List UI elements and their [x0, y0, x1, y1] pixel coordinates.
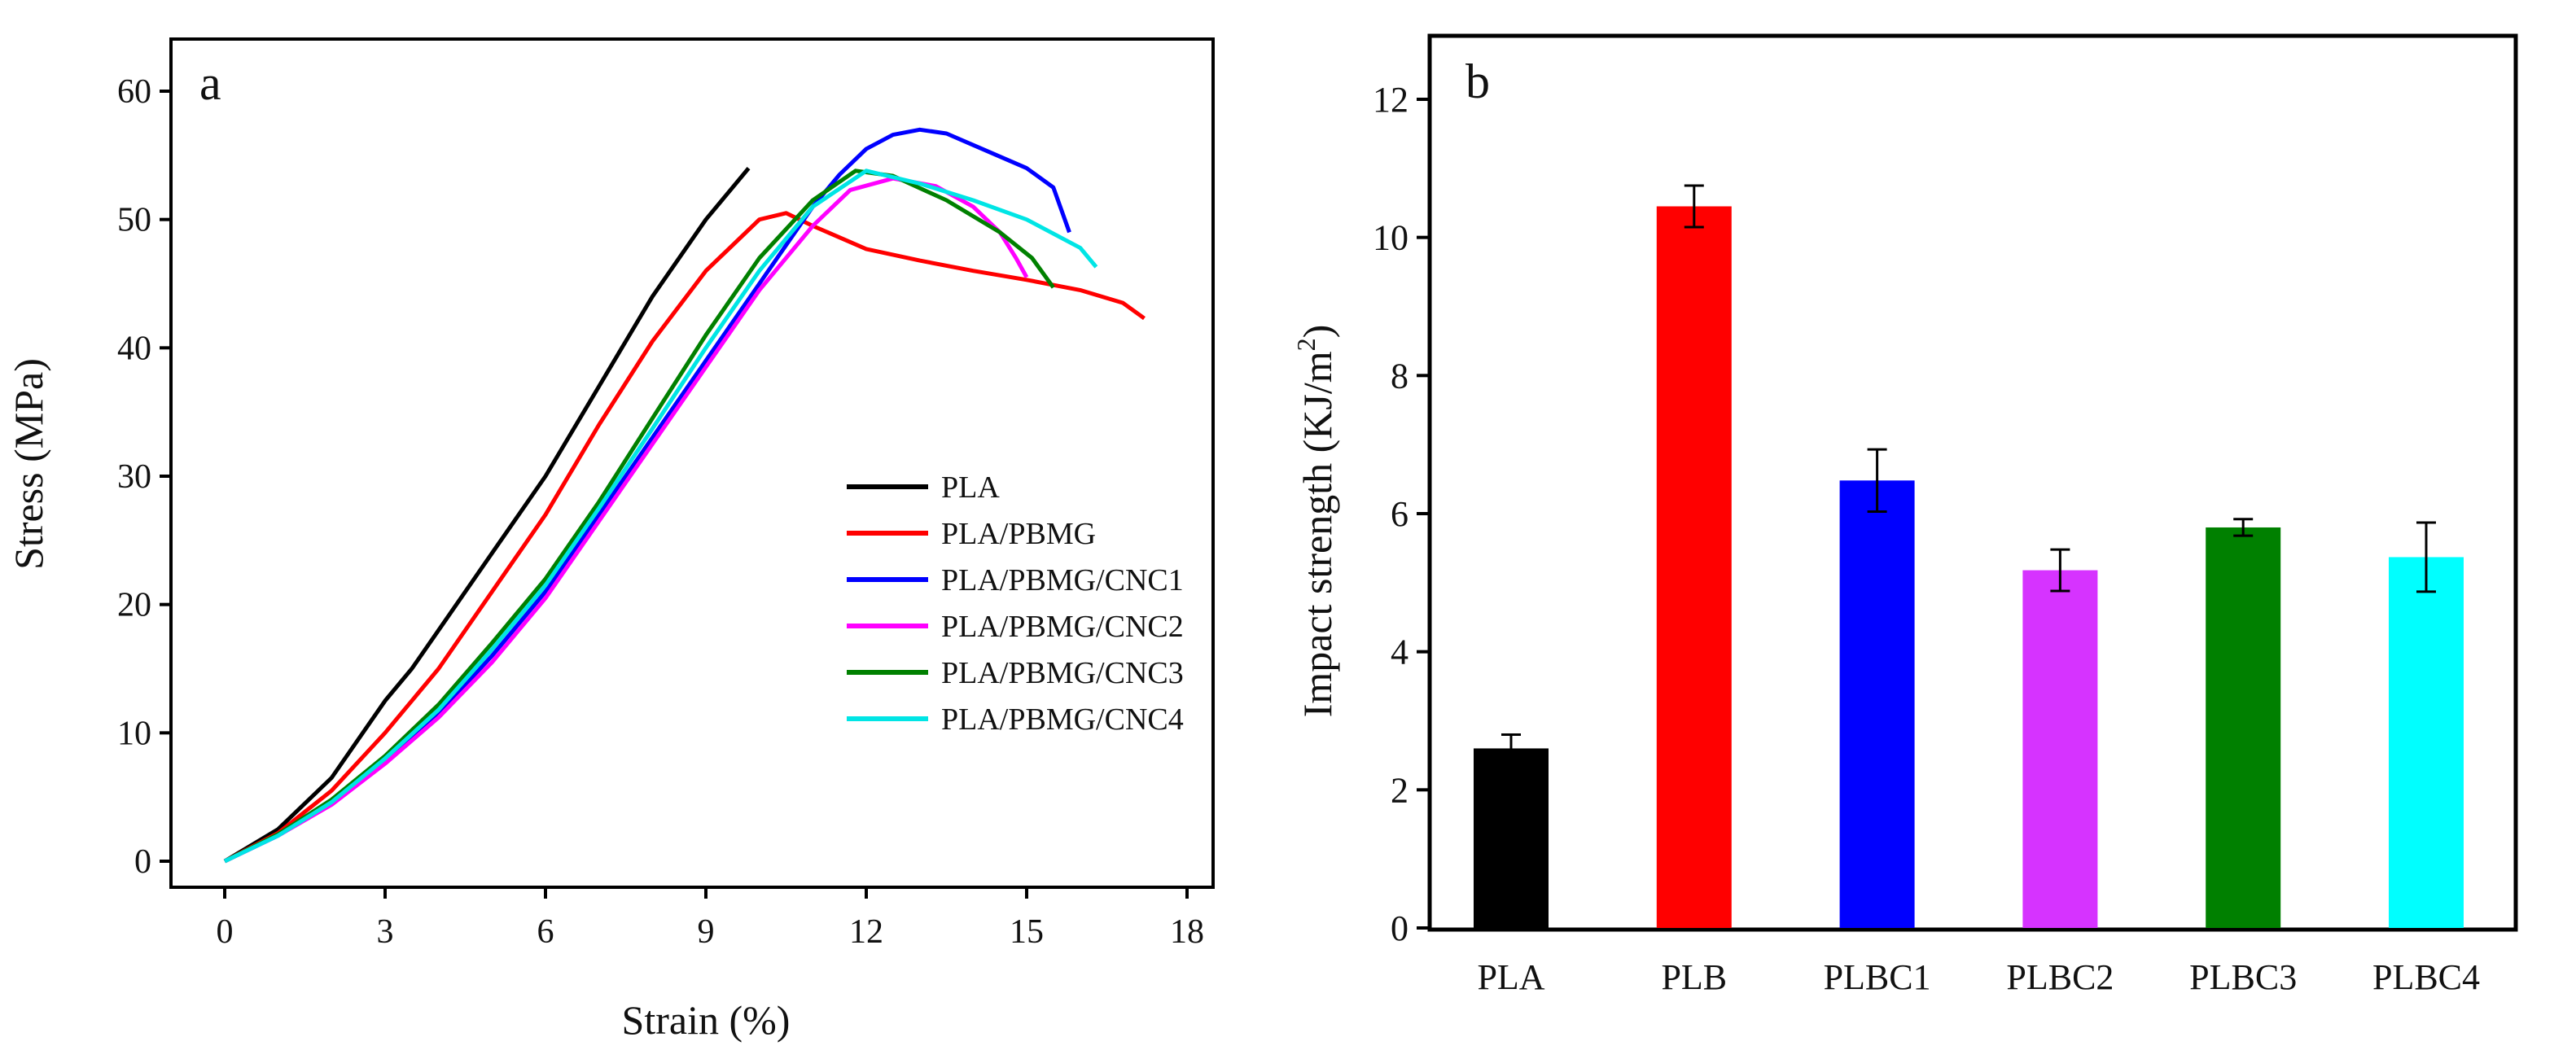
- y-tick-label: 20: [117, 587, 151, 624]
- bar-plb: [1656, 206, 1732, 928]
- series-line-pla-pbmg-cnc2: [223, 176, 1029, 864]
- legend-label: PLA/PBMG/CNC1: [941, 563, 1184, 597]
- y-tick-label: 50: [117, 202, 151, 239]
- y-tick-label: 60: [117, 73, 151, 111]
- legend-label: PLA/PBMG/CNC3: [941, 656, 1184, 690]
- x-tick-label: 0: [217, 913, 234, 951]
- y-axis-title-main: Impact strength (KJ/m: [1295, 351, 1340, 717]
- x-tick-label: PLBC1: [1824, 957, 1931, 997]
- y-tick-label: 30: [117, 458, 151, 496]
- series-line-pla-pbmg-cnc3: [223, 168, 1055, 864]
- legend-label: PLA/PBMG/CNC2: [941, 610, 1184, 644]
- y-tick-label: 12: [1373, 80, 1408, 120]
- x-axis-title: Strain (%): [622, 997, 791, 1043]
- y-tick-label: 8: [1391, 356, 1408, 396]
- x-tick-label: PLBC2: [2006, 957, 2114, 997]
- plot-frame: [1427, 33, 2518, 932]
- bar-plbc3: [2206, 527, 2281, 928]
- bar-plbc1: [1839, 480, 1915, 928]
- x-tick-label: 3: [377, 913, 394, 951]
- legend-label: PLA/PBMG/CNC4: [941, 702, 1184, 737]
- x-tick-label: 9: [698, 913, 715, 951]
- series-line-pla-pbmg: [223, 211, 1146, 864]
- y-tick-label: 40: [117, 330, 151, 367]
- x-tick-label: PLB: [1661, 957, 1727, 997]
- y-tick-label: 4: [1391, 632, 1408, 672]
- y-tick-label: 10: [117, 715, 151, 752]
- series-line-pla: [223, 167, 751, 864]
- plot-frame: [169, 37, 1215, 889]
- x-tick-label: PLBC3: [2189, 957, 2297, 997]
- x-tick-label: 6: [537, 913, 554, 951]
- series-line-pla-pbmg-cnc1: [223, 127, 1071, 864]
- y-axis-title: Stress (MPa): [6, 358, 51, 570]
- bar-pla: [1474, 748, 1549, 928]
- y-tick-label: 6: [1391, 494, 1408, 534]
- y-axis-title: Impact strength (KJ/m2): [1291, 325, 1340, 718]
- y-tick-label: 0: [1391, 908, 1408, 948]
- y-axis-title-end: ): [1295, 325, 1340, 339]
- x-tick-label: PLBC4: [2372, 957, 2480, 997]
- legend-label: PLA/PBMG: [941, 517, 1096, 551]
- x-tick-label: 15: [1010, 913, 1044, 951]
- bar-plbc2: [2022, 570, 2098, 928]
- y-tick-label: 10: [1373, 218, 1408, 258]
- series-line-pla-pbmg-cnc4: [223, 168, 1098, 864]
- bar-plbc4: [2389, 557, 2464, 928]
- y-tick-label: 0: [134, 843, 151, 881]
- panel-label-a: a: [199, 56, 221, 110]
- x-tick-label: 18: [1170, 913, 1204, 951]
- y-axis-title-sup: 2: [1291, 338, 1321, 351]
- stress-strain-chart: a Strain (%) Stress (MPa) 0 3 6 9 12 15 18 0 10 2…: [6, 37, 1215, 1043]
- legend-label: PLA: [941, 470, 1000, 505]
- y-tick-label: 2: [1391, 770, 1408, 810]
- x-tick-label: PLA: [1477, 957, 1544, 997]
- x-tick-label: 12: [849, 913, 883, 951]
- panel-label-b: b: [1465, 55, 1490, 108]
